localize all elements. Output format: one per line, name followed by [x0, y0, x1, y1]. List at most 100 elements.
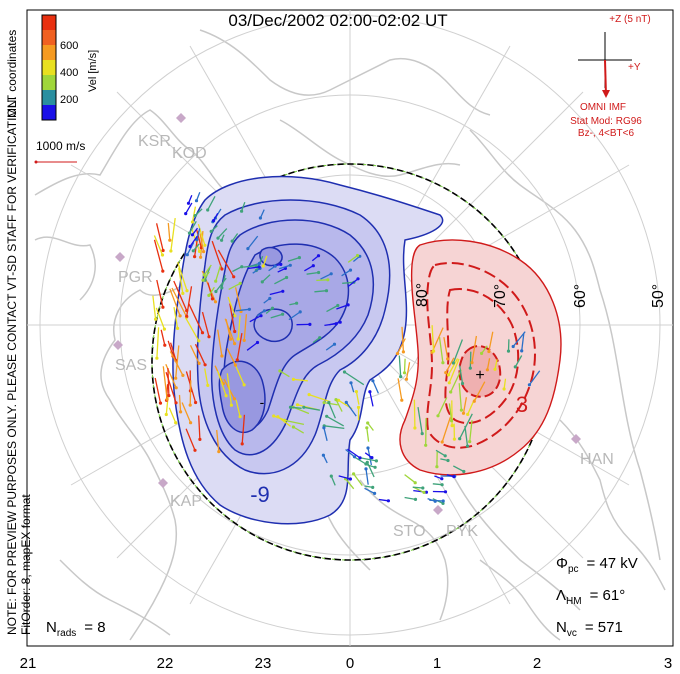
vector-origin — [281, 312, 285, 316]
velocity-vector — [342, 281, 354, 284]
vector-origin — [329, 272, 333, 276]
neg-contour-small — [259, 246, 283, 267]
vector-origin — [161, 248, 165, 253]
velocity-vector — [365, 468, 369, 485]
vector-origin — [444, 371, 448, 375]
mlt-tick-22: 22 — [157, 655, 174, 672]
vector-origin — [278, 369, 282, 373]
svg-text:PYK: PYK — [446, 523, 478, 540]
vector-origin — [450, 424, 454, 428]
velocity-vector — [168, 407, 177, 423]
velocity-vector — [293, 378, 308, 382]
vector-origin — [257, 261, 261, 266]
vector-origin — [326, 278, 330, 282]
velocity-vector — [459, 413, 473, 439]
vector-origin — [162, 327, 166, 331]
velocity-vector — [347, 254, 358, 263]
velocity-vector — [326, 304, 339, 313]
vector-origin — [206, 383, 210, 387]
vector-origin — [358, 456, 362, 460]
svg-text:Nrads= 8: Nrads = 8 — [46, 619, 106, 639]
imf-source: OMNI IMF — [580, 102, 626, 113]
vector-origin — [493, 367, 497, 371]
vector-origin — [485, 368, 489, 372]
vector-origin — [452, 437, 456, 441]
vector-origin — [240, 265, 244, 269]
velocity-vector — [274, 276, 287, 285]
velocity-vector — [323, 401, 338, 406]
vector-origin — [334, 322, 338, 326]
velocity-vector — [462, 397, 468, 414]
vector-origin — [440, 440, 444, 444]
velocity-vector — [153, 239, 164, 272]
vector-origin — [268, 296, 272, 301]
vector-origin — [232, 397, 236, 401]
vector-origin — [197, 339, 201, 343]
station-kap: KAP — [158, 478, 202, 510]
velocity-vector — [316, 279, 328, 282]
imf-condition: Bz-, 4<BT<6 — [578, 128, 635, 139]
vector-origin — [235, 358, 239, 362]
velocity-vector — [279, 264, 291, 270]
velocity-vector — [324, 425, 345, 430]
vector-origin — [424, 443, 428, 447]
vector-origin — [318, 336, 322, 340]
vector-origin — [242, 338, 246, 342]
velocity-vector — [473, 381, 486, 402]
velocity-vector — [191, 206, 197, 223]
velocity-vector — [235, 308, 250, 312]
svg-text:ΛHM= 61°: ΛHM = 61° — [556, 587, 625, 607]
vector-origin — [298, 310, 302, 314]
stat-nvc: Nvc = 571 — [556, 619, 623, 639]
vector-origin — [160, 253, 165, 257]
vector-origin — [317, 270, 321, 275]
velocity-vector — [216, 429, 220, 452]
velocity-vector — [503, 378, 507, 390]
vector-origin — [154, 317, 158, 321]
vector-origin — [468, 366, 472, 370]
vector-origin — [336, 303, 340, 308]
vector-origin — [295, 403, 300, 407]
velocity-vector — [198, 415, 201, 440]
vector-origin — [440, 483, 444, 487]
velocity-vector — [471, 335, 478, 363]
stat-phi-pc: Φpc = 47 kV — [556, 555, 638, 575]
velocity-vector — [293, 426, 305, 434]
velocity-vector — [195, 229, 202, 248]
velocity-vector — [494, 359, 498, 370]
vector-origin — [258, 216, 262, 220]
vector-origin — [356, 277, 360, 281]
vector-origin — [329, 474, 333, 478]
station-sto: STO — [393, 505, 443, 540]
velocity-vector — [215, 265, 222, 282]
vector-origin — [374, 459, 378, 463]
negative-cell: - -9 — [172, 175, 444, 525]
vector-origin — [327, 401, 331, 405]
velocity-vector — [167, 367, 170, 396]
velocity-vector — [288, 311, 301, 321]
vector-origin — [214, 289, 218, 294]
vector-origin — [207, 335, 211, 339]
vector-origin — [311, 264, 315, 268]
velocity-vector — [236, 332, 243, 361]
velocity-vector — [235, 399, 241, 417]
vector-origin — [386, 499, 390, 503]
vector-origin — [169, 249, 173, 253]
velocity-vector — [435, 449, 446, 457]
vector-origin — [365, 426, 369, 430]
vector-origin — [207, 293, 211, 297]
vector-origin — [260, 280, 264, 284]
vector-origin — [257, 265, 261, 269]
velocity-vector — [323, 427, 328, 441]
velocity-vector — [171, 287, 188, 318]
svg-text:PGR: PGR — [118, 269, 153, 286]
vector-origin — [373, 491, 377, 495]
mlt-tick-2: 2 — [533, 655, 541, 672]
velocity-vector — [203, 264, 212, 276]
velocity-vector — [336, 304, 349, 310]
velocity-vector — [325, 343, 335, 351]
velocity-vector — [247, 235, 259, 250]
svg-text:STO: STO — [393, 523, 426, 540]
svg-text:1000 m/s: 1000 m/s — [36, 139, 85, 153]
velocity-vector — [304, 265, 314, 272]
